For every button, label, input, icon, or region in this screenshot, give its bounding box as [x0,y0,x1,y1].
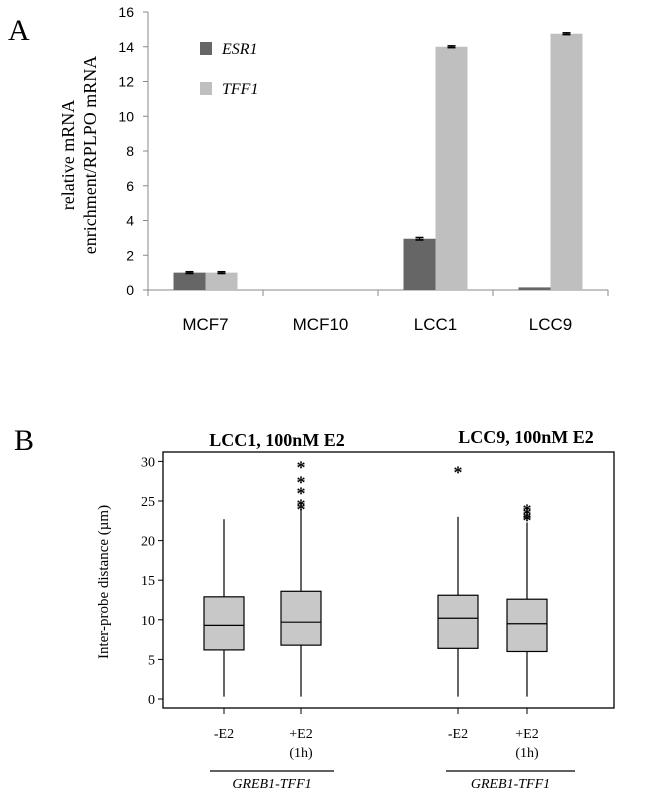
panel-a-y-tick-label: 14 [118,39,134,55]
panel-b-box [506,598,548,653]
panel-b-x-category-label: +E2 [289,727,312,742]
panel-b-ylabel: Inter-probe distance (µm) [96,505,112,659]
panel-a-y-tick-label: 12 [118,74,134,90]
panel-a-category-label: LCC9 [529,315,572,334]
panel-a-ylabel: relative mRNA enrichment/RPLPO mRNA [58,56,100,255]
panel-b-y-tick-label: 0 [148,693,155,708]
panel-b-group-label: GREB1-TFF1 [471,777,550,792]
panel-a-y-tick-label: 2 [126,247,134,263]
panel-a-category-label: MCF10 [293,315,349,334]
panel-b-outlier-marker: * [297,500,306,520]
panel-a-bar-chart: 0 2 4 6 8 10 12 14 16 MCF7 MCF10 LCC1 LCC9 ESR1 TFF1 [118,4,609,334]
panel-a-ylabel-line-2: enrichment/RPLPO mRNA [80,56,100,255]
panel-label-b: B [14,424,34,457]
panel-a-category-label: LCC1 [414,315,457,334]
panel-a-category-label: MCF7 [182,315,228,334]
panel-b-x-category-label: -E2 [448,727,468,742]
panel-b-outlier-marker: * [523,500,532,520]
panel-a-bar-tff1 [550,33,583,290]
panel-a-y-tick-label: 4 [126,213,134,229]
panel-b-y-tick-label: 15 [141,574,155,589]
panel-b-x-category-sublabel: (1h) [289,746,313,761]
panel-a-y-tick-label: 10 [118,108,134,124]
panel-a-bar-tff1 [205,272,238,290]
panel-b-y-tick-label: 30 [141,455,155,470]
panel-a-ylabel-line-1: relative mRNA [58,100,78,210]
panel-b-group-label: GREB1-TFF1 [232,777,311,792]
panel-b-outlier-marker: * [523,508,532,528]
panel-b-x-category-label: -E2 [214,727,234,742]
panel-b-box [203,596,245,651]
panel-a-bar-esr1 [173,272,206,290]
panel-b-x-category-label: +E2 [515,727,538,742]
panel-b-y-tick-label: 20 [141,535,155,550]
panel-b-title-lcc9: LCC9, 100nM E2 [458,427,594,447]
panel-label-a: A [8,14,30,47]
panel-a-legend-swatch [200,82,212,95]
panel-b-outlier-marker: * [523,511,532,531]
panel-b-title-lcc1: LCC1, 100nM E2 [209,430,345,450]
panel-a-y-tick-label: 16 [118,4,134,20]
panel-a-bar-esr1 [518,287,551,290]
panel-a-bar-tff1 [435,46,468,290]
panel-b-outlier-marker: * [454,462,463,482]
panel-a-y-tick-label: 8 [126,143,134,159]
panel-b-box [280,590,322,646]
panel-b-frame [162,451,615,709]
panel-b-box [437,594,479,649]
panel-a-y-tick-label: 6 [126,178,134,194]
panel-b-outlier-marker: * [297,484,306,504]
panel-b-box-plot: 051015202530-E2*****+E2(1h)GREB1-TFF1*-E… [141,451,615,792]
panel-b-x-category-sublabel: (1h) [515,746,539,761]
panel-b-outlier-marker: * [297,458,306,478]
panel-a-legend-label: ESR1 [221,41,258,58]
panel-a-legend-swatch [200,42,212,55]
panel-b-outlier-marker: * [297,473,306,493]
panel-a-legend-label: TFF1 [222,81,258,98]
panel-b-outlier-marker: * [523,504,532,524]
panel-a-bar-esr1 [403,238,436,290]
panel-b-y-tick-label: 10 [141,614,155,629]
panel-b-y-tick-label: 25 [141,495,155,510]
panel-b-outlier-marker: * [297,496,306,516]
panel-a-y-tick-label: 0 [126,282,134,298]
panel-b-y-tick-label: 5 [148,653,155,668]
